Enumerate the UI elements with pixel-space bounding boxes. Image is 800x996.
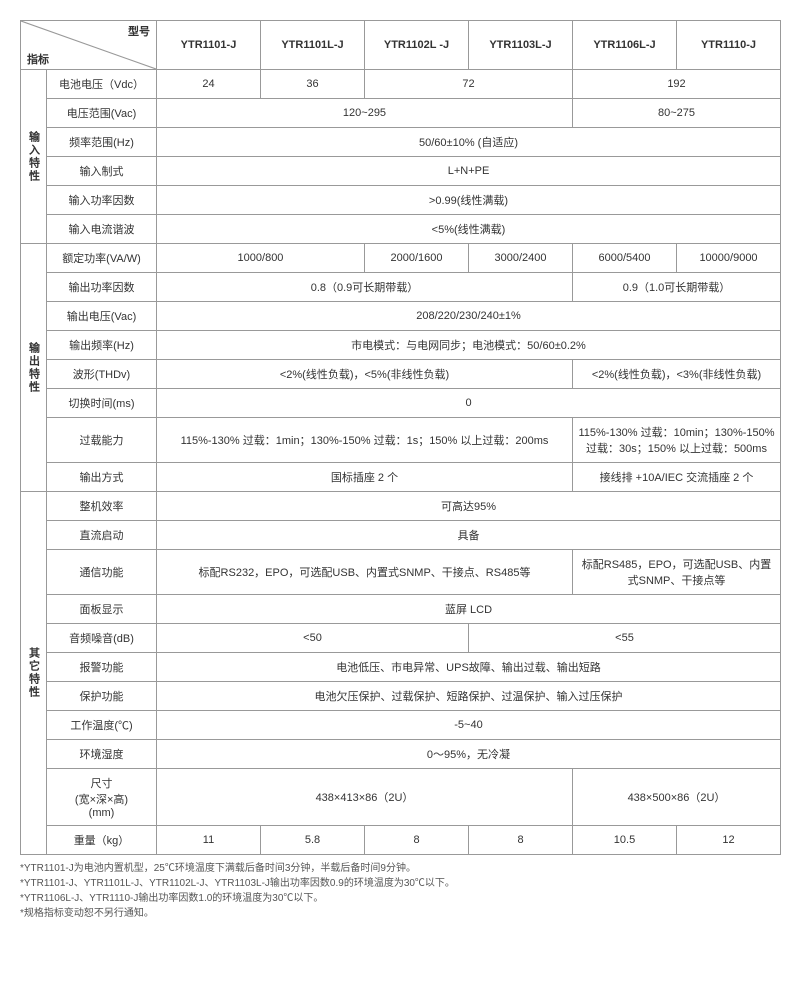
- cell: 市电模式：与电网同步；电池模式：50/60±0.2%: [157, 331, 781, 360]
- cell: 208/220/230/240±1%: [157, 302, 781, 331]
- row-label: 输入电流谐波: [47, 215, 157, 244]
- row-label: 输出电压(Vac): [47, 302, 157, 331]
- cell: 蓝屏 LCD: [157, 595, 781, 624]
- cell: 电池欠压保护、过载保护、短路保护、过温保护、输入过压保护: [157, 682, 781, 711]
- cell: 50/60±10% (自适应): [157, 128, 781, 157]
- row-label: 环境湿度: [47, 740, 157, 769]
- row-label: 额定功率(VA/W): [47, 244, 157, 273]
- cell: <2%(线性负载)，<5%(非线性负载): [157, 360, 573, 389]
- cell: 国标插座 2 个: [157, 463, 573, 492]
- cell: -5~40: [157, 711, 781, 740]
- row-label: 频率范围(Hz): [47, 128, 157, 157]
- cell: <55: [469, 624, 781, 653]
- cell: 标配RS232，EPO，可选配USB、内置式SNMP、干接点、RS485等: [157, 550, 573, 595]
- cell: 0: [157, 389, 781, 418]
- corner-bottom-label: 指标: [27, 51, 49, 67]
- cell: 115%-130% 过载：1min；130%-150% 过载：1s；150% 以…: [157, 418, 573, 463]
- cell: 120~295: [157, 99, 573, 128]
- cell: 电池低压、市电异常、UPS故障、输出过载、输出短路: [157, 653, 781, 682]
- cell: 438×500×86（2U）: [573, 769, 781, 826]
- model-header: YTR1101-J: [157, 21, 261, 70]
- row-label: 输入制式: [47, 157, 157, 186]
- model-header: YTR1106L-J: [573, 21, 677, 70]
- cell: 标配RS485，EPO，可选配USB、内置式SNMP、干接点等: [573, 550, 781, 595]
- model-header: YTR1101L-J: [261, 21, 365, 70]
- spec-table: 型号 指标 YTR1101-J YTR1101L-J YTR1102L -J Y…: [20, 20, 781, 855]
- cell: >0.99(线性满载): [157, 186, 781, 215]
- cell: 36: [261, 70, 365, 99]
- cell: 1000/800: [157, 244, 365, 273]
- category-output: 输出特性: [21, 244, 47, 492]
- cell: <5%(线性满载): [157, 215, 781, 244]
- row-label: 工作温度(℃): [47, 711, 157, 740]
- cell: <50: [157, 624, 469, 653]
- row-label: 尺寸 (宽×深×高) (mm): [47, 769, 157, 826]
- row-label: 报警功能: [47, 653, 157, 682]
- cell: 80~275: [573, 99, 781, 128]
- row-label: 重量（kg）: [47, 826, 157, 855]
- cell: 10.5: [573, 826, 677, 855]
- cell: L+N+PE: [157, 157, 781, 186]
- row-label: 音频噪音(dB): [47, 624, 157, 653]
- cell: 8: [365, 826, 469, 855]
- cell: 0.9（1.0可长期带载）: [573, 273, 781, 302]
- model-header: YTR1102L -J: [365, 21, 469, 70]
- corner-cell: 型号 指标: [21, 21, 157, 70]
- model-header: YTR1103L-J: [469, 21, 573, 70]
- cell: 192: [573, 70, 781, 99]
- cell: 3000/2400: [469, 244, 573, 273]
- category-input: 输入特性: [21, 70, 47, 244]
- cell: 5.8: [261, 826, 365, 855]
- cell: 0.8（0.9可长期带载）: [157, 273, 573, 302]
- footnote: *规格指标变动恕不另行通知。: [20, 906, 780, 921]
- row-label: 直流启动: [47, 521, 157, 550]
- footnotes: *YTR1101-J为电池内置机型，25℃环境温度下满载后备时间3分钟，半载后备…: [20, 861, 780, 921]
- cell: 115%-130% 过载：10min；130%-150% 过载：30s；150%…: [573, 418, 781, 463]
- cell: <2%(线性负载)，<3%(非线性负载): [573, 360, 781, 389]
- cell: 可高达95%: [157, 492, 781, 521]
- row-label: 整机效率: [47, 492, 157, 521]
- category-other: 其它特性: [21, 492, 47, 855]
- row-label: 电池电压（Vdc）: [47, 70, 157, 99]
- row-label: 输出方式: [47, 463, 157, 492]
- cell: 10000/9000: [677, 244, 781, 273]
- row-label: 切换时间(ms): [47, 389, 157, 418]
- cell: 6000/5400: [573, 244, 677, 273]
- cell: 11: [157, 826, 261, 855]
- row-label: 波形(THDv): [47, 360, 157, 389]
- row-label: 输出功率因数: [47, 273, 157, 302]
- row-label: 面板显示: [47, 595, 157, 624]
- row-label: 电压范围(Vac): [47, 99, 157, 128]
- footnote: *YTR1101-J、YTR1101L-J、YTR1102L-J、YTR1103…: [20, 876, 780, 891]
- corner-top-label: 型号: [128, 23, 150, 39]
- cell: 8: [469, 826, 573, 855]
- footnote: *YTR1106L-J、YTR1110-J输出功率因数1.0的环境温度为30℃以…: [20, 891, 780, 906]
- cell: 12: [677, 826, 781, 855]
- model-header: YTR1110-J: [677, 21, 781, 70]
- cell: 24: [157, 70, 261, 99]
- row-label: 过载能力: [47, 418, 157, 463]
- row-label: 输入功率因数: [47, 186, 157, 215]
- cell: 2000/1600: [365, 244, 469, 273]
- row-label: 通信功能: [47, 550, 157, 595]
- cell: 0～95%，无冷凝: [157, 740, 781, 769]
- row-label: 保护功能: [47, 682, 157, 711]
- footnote: *YTR1101-J为电池内置机型，25℃环境温度下满载后备时间3分钟，半载后备…: [20, 861, 780, 876]
- cell: 接线排 +10A/IEC 交流插座 2 个: [573, 463, 781, 492]
- row-label: 输出频率(Hz): [47, 331, 157, 360]
- cell: 438×413×86（2U）: [157, 769, 573, 826]
- cell: 具备: [157, 521, 781, 550]
- cell: 72: [365, 70, 573, 99]
